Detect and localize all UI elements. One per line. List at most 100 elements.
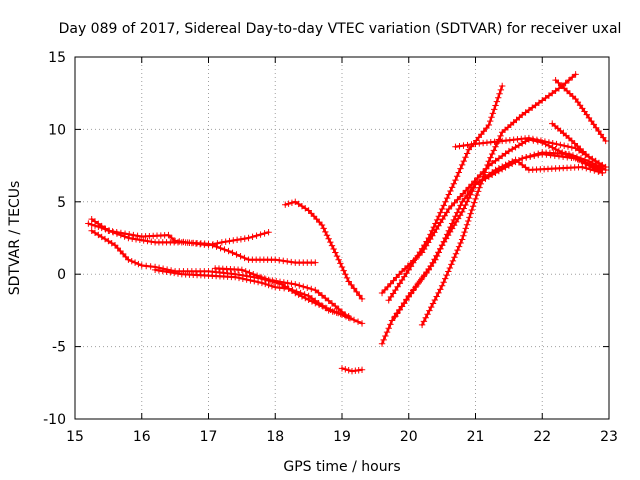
data-point <box>284 258 291 265</box>
data-point <box>230 237 237 244</box>
data-point <box>564 143 572 150</box>
data-point <box>475 179 483 186</box>
data-point <box>353 288 360 296</box>
data-point <box>237 236 245 243</box>
data-point <box>322 304 329 312</box>
data-point <box>214 240 221 247</box>
data-point <box>342 271 349 278</box>
data-point <box>322 228 329 236</box>
data-point <box>328 242 336 249</box>
data-point <box>602 163 609 171</box>
data-point <box>568 144 576 151</box>
series-arc-8 <box>378 156 606 347</box>
data-point <box>448 220 456 227</box>
data-point <box>482 165 490 172</box>
data-point <box>450 180 458 187</box>
series-arc-12 <box>392 150 606 320</box>
data-point <box>569 93 576 100</box>
data-point <box>265 276 272 284</box>
data-point <box>477 171 484 179</box>
data-point <box>387 321 394 328</box>
data-point <box>249 233 256 241</box>
data-point <box>568 137 576 144</box>
data-point <box>464 141 471 149</box>
data-point <box>111 242 119 249</box>
series-line <box>380 158 604 345</box>
data-point <box>132 236 140 243</box>
data-point <box>261 230 268 237</box>
data-point <box>170 269 178 277</box>
data-point <box>308 295 316 302</box>
data-point <box>91 222 99 229</box>
data-point <box>245 234 252 242</box>
data-point <box>429 300 437 307</box>
data-point <box>463 221 471 228</box>
data-point <box>280 257 287 265</box>
data-point <box>405 266 412 274</box>
data-point <box>460 205 468 212</box>
data-point <box>471 177 478 185</box>
x-tick-label: 15 <box>66 429 84 445</box>
data-point <box>472 181 479 188</box>
data-point <box>338 263 346 271</box>
data-point <box>585 114 593 122</box>
data-point <box>564 154 571 161</box>
data-point <box>492 169 499 177</box>
series-arc-4 <box>151 266 352 320</box>
data-point <box>481 169 489 176</box>
data-point <box>515 156 523 164</box>
data-point <box>296 282 303 289</box>
data-point <box>401 265 409 272</box>
data-point <box>565 76 573 84</box>
data-point <box>466 188 474 195</box>
data-point <box>431 296 439 304</box>
data-point <box>125 256 132 263</box>
data-point <box>396 271 403 278</box>
data-point <box>237 253 244 260</box>
data-point <box>345 278 352 285</box>
data-point <box>276 257 283 264</box>
data-point <box>512 158 519 166</box>
data-point <box>565 134 573 142</box>
data-point <box>250 271 257 278</box>
data-point <box>474 188 482 195</box>
x-tick-label: 20 <box>400 429 418 445</box>
data-point <box>443 194 451 202</box>
data-point <box>105 237 112 245</box>
data-point <box>329 308 336 315</box>
data-point <box>440 279 447 286</box>
data-point <box>512 144 519 151</box>
data-point <box>552 87 559 94</box>
data-point <box>421 241 428 249</box>
data-point <box>325 297 332 304</box>
data-point <box>539 97 546 104</box>
data-point <box>403 270 410 277</box>
data-point <box>485 158 493 165</box>
data-point <box>437 286 444 293</box>
data-point <box>222 238 229 245</box>
data-point <box>391 313 398 321</box>
data-point <box>495 167 503 175</box>
data-point <box>468 141 475 148</box>
data-point <box>308 285 315 293</box>
data-point <box>305 292 312 300</box>
data-point <box>88 221 95 228</box>
data-point <box>232 273 239 281</box>
data-point <box>461 195 469 202</box>
data-point <box>461 228 468 236</box>
data-point <box>284 279 291 287</box>
data-point <box>262 280 269 288</box>
data-point <box>527 152 534 160</box>
data-point <box>443 231 451 238</box>
data-point <box>292 281 299 288</box>
data-point <box>485 121 493 129</box>
data-point <box>525 134 533 142</box>
data-point <box>253 272 261 279</box>
data-point <box>342 311 349 318</box>
data-point <box>572 71 579 78</box>
data-point <box>447 223 454 231</box>
series-line <box>394 152 604 318</box>
data-point <box>435 213 442 220</box>
data-point <box>131 259 139 266</box>
data-point <box>225 247 232 255</box>
